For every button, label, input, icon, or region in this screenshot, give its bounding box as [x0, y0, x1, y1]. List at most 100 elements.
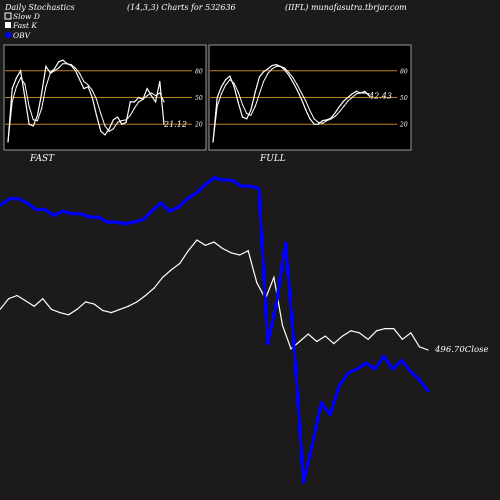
- close-point-23: [196, 239, 198, 241]
- full-point-1-0: [212, 141, 214, 143]
- close-point-36: [307, 333, 309, 335]
- close-point-44: [376, 330, 378, 332]
- obv-point-1: [8, 197, 10, 200]
- full-point-0-18: [288, 74, 290, 76]
- obv-point-17: [150, 210, 153, 212]
- full-point-0-29: [334, 112, 336, 114]
- fast-point-0-5: [28, 123, 30, 125]
- obv-point-21: [186, 197, 189, 200]
- close-point-5: [42, 298, 44, 300]
- full-point-1-33: [351, 96, 353, 99]
- fast-point-1-12: [58, 67, 60, 69]
- full-panel-title: FULL: [259, 154, 286, 164]
- fast-point-0-23: [104, 134, 106, 136]
- fast-point-1-22: [100, 112, 102, 115]
- close-point-43: [367, 338, 369, 340]
- fast-point-0-37: [163, 123, 165, 125]
- full-level-label-20: 20: [399, 122, 408, 129]
- fast-point-1-4: [24, 83, 26, 85]
- full-point-0-9: [250, 109, 252, 111]
- close-point-35: [299, 340, 301, 343]
- obv-point-28: [248, 185, 251, 187]
- fast-point-1-26: [117, 121, 119, 123]
- full-point-1-19: [292, 77, 294, 79]
- close-point-0: [0, 308, 1, 310]
- close-point-19: [162, 276, 164, 278]
- obv-point-6: [52, 214, 55, 217]
- fast-point-0-11: [53, 68, 56, 70]
- full-last-value-label: 42.43: [368, 92, 392, 101]
- obv-point-38: [338, 384, 340, 387]
- obv-point-30: [266, 342, 269, 345]
- chart-params: (14,3,3) Charts for 532636: [127, 3, 236, 12]
- fast-point-1-8: [41, 107, 43, 109]
- fast-point-0-21: [95, 114, 98, 116]
- close-point-38: [324, 335, 326, 337]
- obv-point-47: [418, 379, 420, 381]
- close-point-21: [179, 262, 181, 265]
- fast-level-label-80: 80: [195, 68, 203, 75]
- full-point-0-1: [216, 96, 218, 99]
- fast-point-0-1: [11, 88, 13, 90]
- legend: Slow D Fast K OBV: [4, 12, 40, 40]
- obv-point-5: [43, 208, 46, 211]
- fast-point-1-31: [138, 101, 140, 103]
- close-point-16: [136, 301, 138, 303]
- full-point-0-11: [258, 76, 260, 78]
- fast-level-label-20: 20: [194, 122, 203, 129]
- full-point-1-17: [284, 67, 286, 69]
- full-point-1-26: [322, 122, 324, 124]
- full-point-0-7: [241, 116, 244, 118]
- full-point-0-36: [364, 90, 366, 92]
- fast-point-0-18: [83, 88, 85, 90]
- obv-point-12: [106, 221, 108, 223]
- close-point-34: [290, 348, 292, 350]
- fast-point-1-11: [53, 70, 56, 72]
- legend-label-obv: OBV: [13, 31, 32, 40]
- full-point-1-9: [250, 114, 252, 116]
- full-point-0-37: [368, 95, 370, 97]
- fast-point-1-6: [32, 119, 34, 121]
- fast-level-label-50: 50: [195, 95, 203, 102]
- full-point-1-32: [347, 100, 349, 102]
- fast-point-0-29: [129, 101, 131, 103]
- full-point-1-23: [309, 110, 311, 112]
- fast-point-0-26: [117, 116, 119, 118]
- full-point-0-5: [233, 86, 235, 88]
- close-point-46: [393, 328, 395, 330]
- obv-point-0: [0, 204, 1, 207]
- obv-point-48: [427, 390, 429, 393]
- close-point-10: [85, 301, 87, 303]
- obv-point-8: [70, 212, 73, 215]
- obv-point-37: [329, 414, 331, 416]
- obv-point-46: [409, 370, 412, 373]
- close-point-11: [93, 303, 95, 305]
- fast-point-0-13: [62, 59, 64, 61]
- close-point-12: [102, 309, 104, 312]
- fast-point-1-25: [112, 128, 114, 130]
- fast-last-value-label: 21.12: [163, 120, 187, 129]
- fast-point-1-23: [104, 125, 106, 127]
- fast-point-1-34: [150, 92, 152, 94]
- fast-panel-title: FAST: [29, 154, 55, 164]
- legend-swatch-fast-k: [5, 22, 11, 28]
- close-point-2: [16, 294, 18, 297]
- obv-point-11: [97, 216, 99, 218]
- obv-point-40: [355, 368, 358, 370]
- obv-point-45: [400, 359, 403, 362]
- close-point-18: [153, 287, 155, 289]
- close-point-25: [213, 241, 215, 243]
- fast-point-1-37: [163, 101, 165, 103]
- obv-point-20: [177, 206, 180, 208]
- close-point-41: [350, 330, 352, 332]
- legend-label-fast-k: Fast K: [12, 21, 37, 30]
- full-point-0-32: [347, 96, 349, 99]
- obv-point-35: [311, 443, 313, 446]
- obv-point-41: [364, 362, 367, 364]
- legend-label-slow-d: Slow D: [13, 12, 40, 21]
- full-point-0-30: [338, 105, 341, 107]
- close-point-28: [239, 254, 241, 256]
- close-point-20: [170, 269, 172, 271]
- full-point-1-24: [313, 118, 315, 120]
